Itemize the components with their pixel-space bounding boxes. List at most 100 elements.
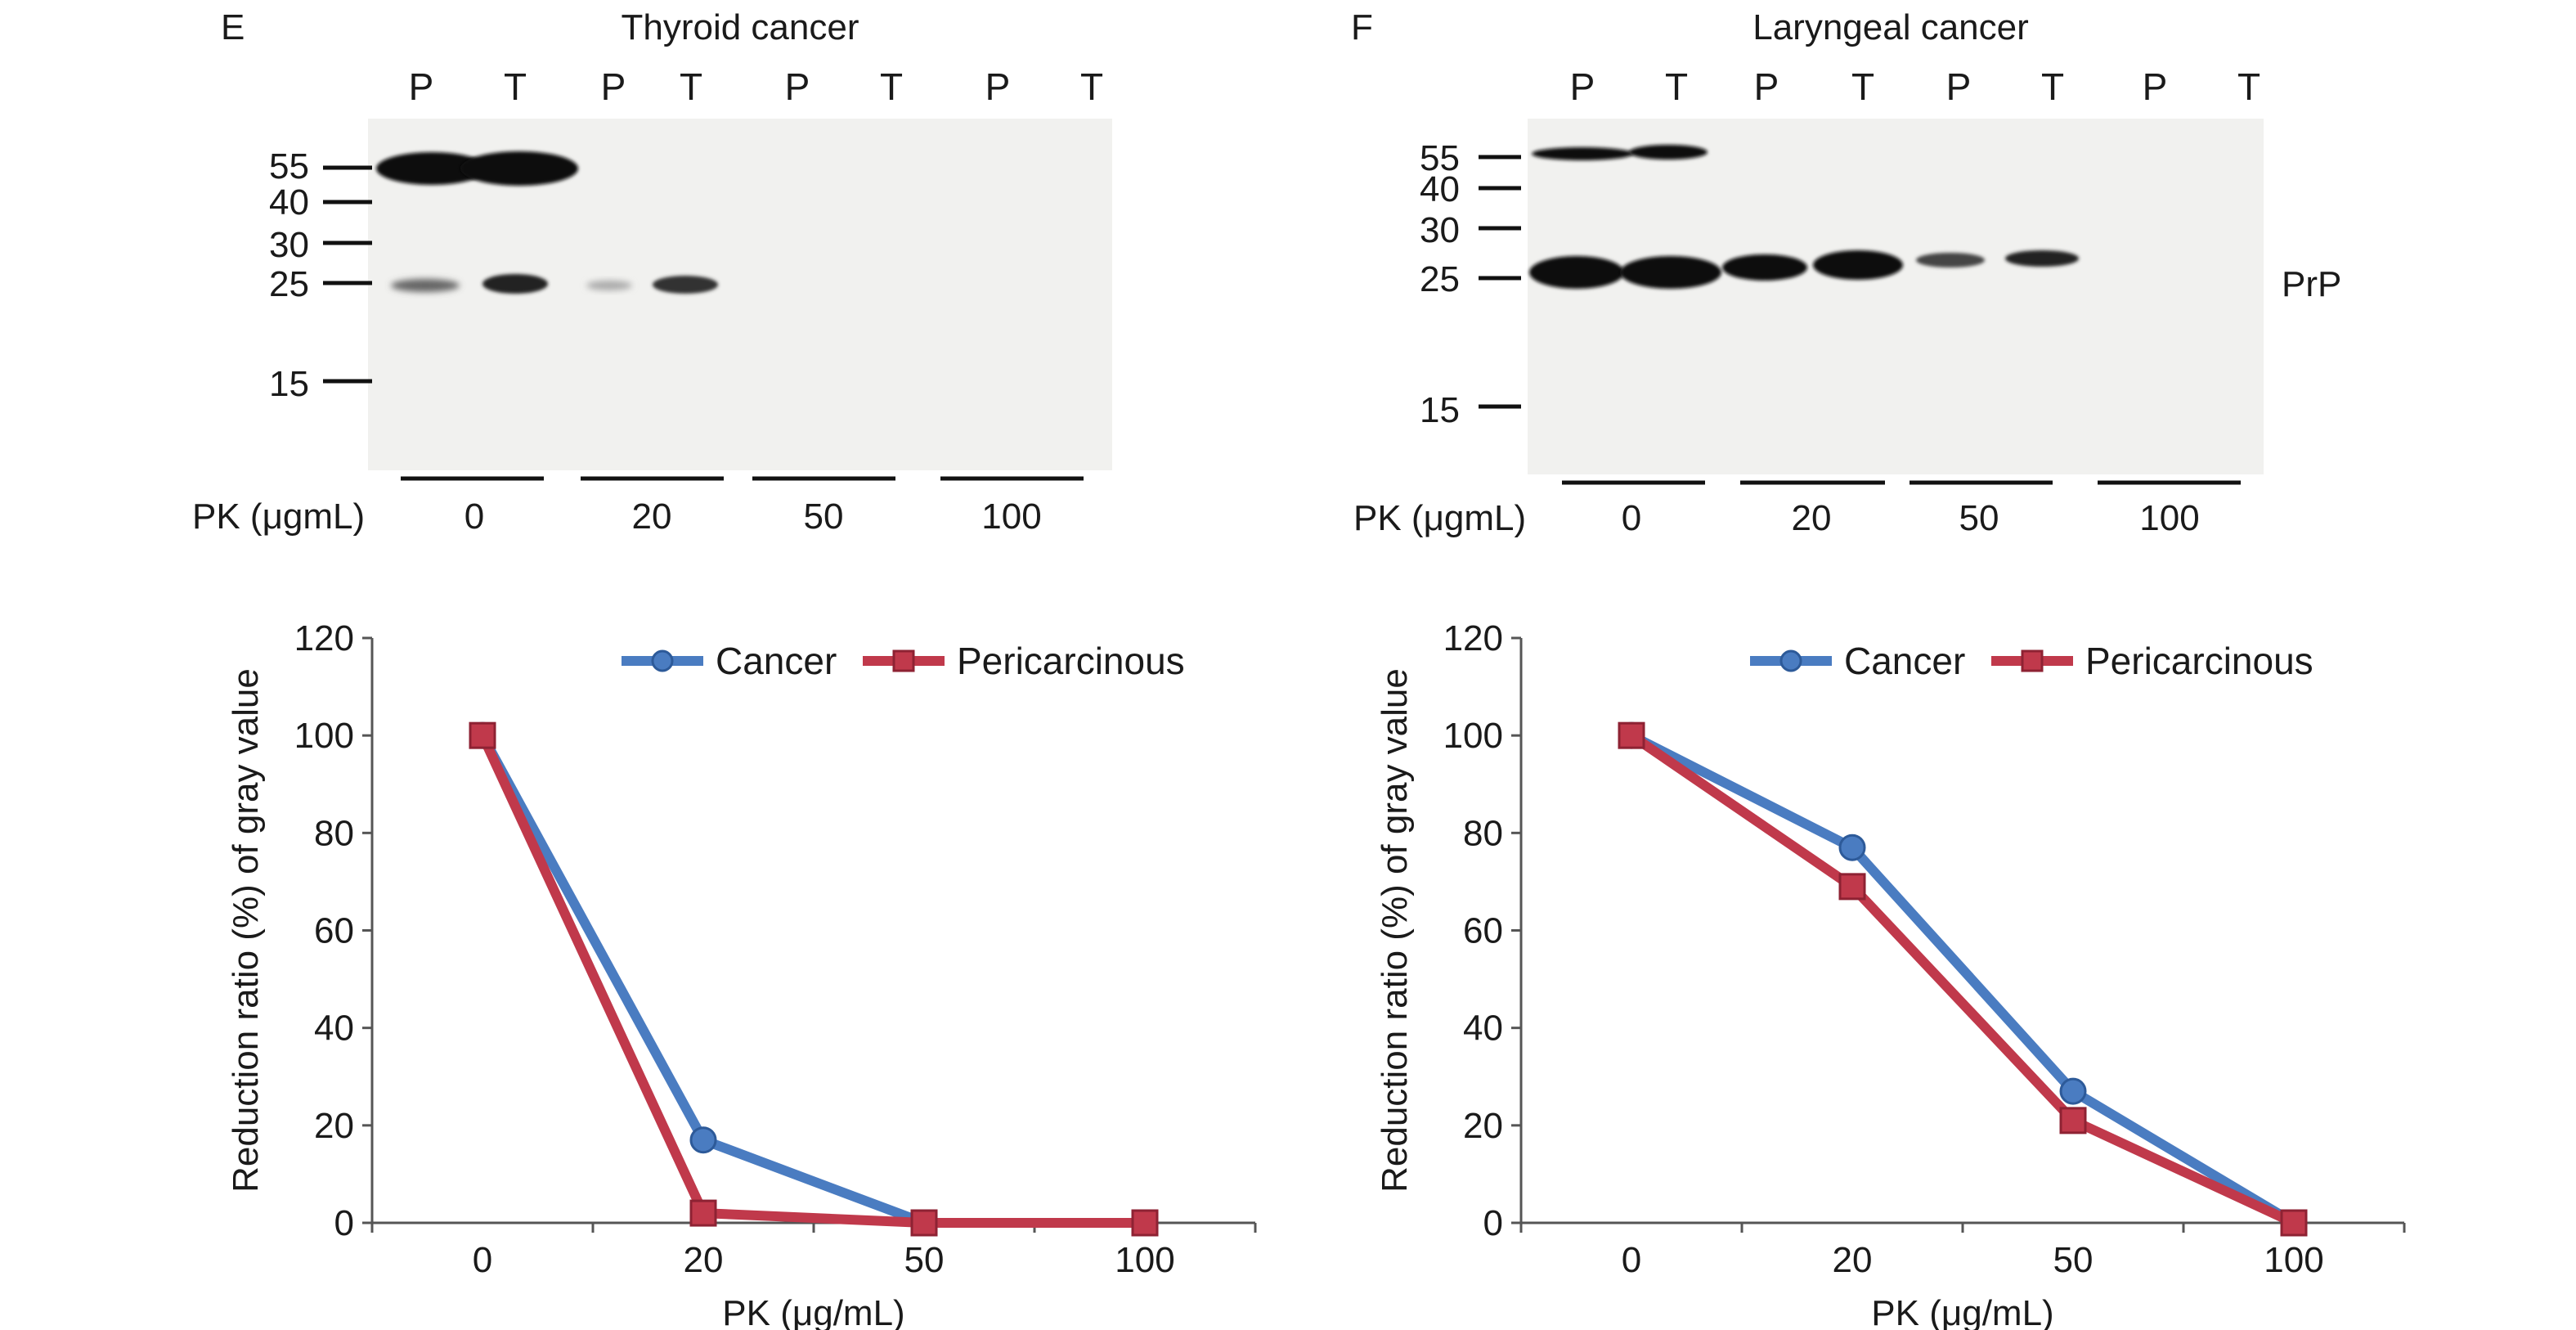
legend-label: Cancer xyxy=(1844,640,1965,682)
lane-label: T xyxy=(880,65,903,108)
pk-value: 20 xyxy=(1792,498,1832,538)
band-25-t0 xyxy=(1620,256,1721,289)
band-25-p0 xyxy=(1529,256,1624,289)
lane-label: T xyxy=(1080,65,1103,108)
data-point-pericarcinous xyxy=(2280,1209,2308,1237)
panel-f-title: Laryngeal cancer xyxy=(1752,7,2029,47)
lane-label: P xyxy=(1946,65,1972,108)
x-tick-label: 100 xyxy=(1115,1240,1174,1280)
y-tick-label: 60 xyxy=(1463,911,1503,951)
data-point-pericarcinous xyxy=(1838,873,1866,901)
panel-f-letter: F xyxy=(1351,7,1373,47)
band-55-t0 xyxy=(1629,145,1708,160)
x-tick-label: 0 xyxy=(1622,1240,1641,1280)
panel-e-letter: E xyxy=(221,7,245,47)
y-tick-label: 0 xyxy=(334,1203,354,1243)
x-tick-label: 50 xyxy=(904,1240,945,1280)
lane-label: P xyxy=(1570,65,1595,108)
lane-label: P xyxy=(785,65,810,108)
data-point-cancer xyxy=(1838,833,1866,861)
band-25-p20 xyxy=(586,281,632,290)
band-25-t20 xyxy=(653,276,718,294)
panel-f-blot: F Laryngeal cancer P T P T P T P T 55 40… xyxy=(1351,7,2341,538)
x-axis-title: PK (μg/mL) xyxy=(1871,1293,2053,1330)
band-55-t0 xyxy=(460,151,578,186)
chart-e: 0 20 40 60 80 100 120 0 20 50 100 PK (μg/mL) Reducti… xyxy=(226,618,1257,1330)
band-25-t0 xyxy=(482,274,548,294)
data-point-pericarcinous xyxy=(910,1209,938,1237)
x-tick-label: 50 xyxy=(2053,1240,2094,1280)
y-tick-label: 20 xyxy=(1463,1106,1503,1146)
band-25-p20 xyxy=(1722,254,1807,281)
series-line-cancer xyxy=(478,733,1145,1228)
pk-value: 0 xyxy=(464,497,484,537)
y-tick-label: 100 xyxy=(1443,716,1503,756)
y-axis-title: Reduction ratio (%) of gray value xyxy=(1375,668,1415,1193)
blot-bands xyxy=(376,151,718,294)
data-point-pericarcinous xyxy=(2059,1107,2087,1135)
prp-band-label: PrP xyxy=(2282,264,2341,304)
legend-marker-pericarcinous xyxy=(892,649,915,672)
data-point-pericarcinous xyxy=(689,1199,717,1227)
pk-value: 50 xyxy=(804,497,844,537)
data-point-pericarcinous xyxy=(1131,1209,1159,1237)
pk-label: PK (μgmL) xyxy=(1353,498,1526,538)
x-tick-label: 20 xyxy=(684,1240,724,1280)
x-tick-label: 20 xyxy=(1833,1240,1873,1280)
y-tick-label: 80 xyxy=(314,813,354,853)
y-tick-label: 120 xyxy=(1443,618,1503,658)
data-point-pericarcinous xyxy=(469,721,496,749)
mw-marker-label: 15 xyxy=(269,364,309,404)
mw-marker-label: 30 xyxy=(269,225,309,265)
y-tick-label: 20 xyxy=(314,1106,354,1146)
mw-marker-label: 40 xyxy=(269,182,309,222)
band-25-p50 xyxy=(1916,253,1985,267)
data-point-pericarcinous xyxy=(1618,721,1645,749)
chart-f: 0 20 40 60 80 100 120 0 20 50 100 PK (μg/mL) Reducti… xyxy=(1375,618,2406,1330)
band-55-p0 xyxy=(1532,147,1633,160)
pk-value: 0 xyxy=(1622,498,1641,538)
y-tick-label: 40 xyxy=(1463,1009,1503,1049)
pk-value: 50 xyxy=(1959,498,1999,538)
lane-label: T xyxy=(2237,65,2260,108)
lane-label: P xyxy=(985,65,1011,108)
data-point-cancer xyxy=(2059,1077,2087,1105)
y-tick-label: 0 xyxy=(1483,1203,1503,1243)
mw-marker-ticks xyxy=(1479,155,1521,409)
y-tick-label: 100 xyxy=(294,716,354,756)
band-25-t20 xyxy=(1813,250,1903,280)
pk-value: 100 xyxy=(2139,498,2199,538)
series-line-pericarcinous xyxy=(478,733,1145,1228)
lane-label: P xyxy=(601,65,626,108)
pk-value: 20 xyxy=(632,497,672,537)
x-tick-label: 0 xyxy=(473,1240,492,1280)
mw-marker-label: 55 xyxy=(269,146,309,186)
x-axis-title: PK (μg/mL) xyxy=(722,1293,904,1330)
legend-marker-cancer xyxy=(1779,649,1802,672)
blot-membrane xyxy=(1528,119,2264,474)
data-point-cancer xyxy=(689,1126,717,1154)
mw-marker-ticks xyxy=(323,165,372,384)
lane-label: T xyxy=(2041,65,2064,108)
y-tick-label: 60 xyxy=(314,911,354,951)
y-tick-label: 80 xyxy=(1463,813,1503,853)
lane-label: P xyxy=(409,65,434,108)
band-25-t50 xyxy=(2005,250,2079,267)
mw-marker-label: 55 xyxy=(1420,138,1460,178)
blot-bands xyxy=(1529,145,2079,289)
pk-value: 100 xyxy=(981,497,1041,537)
mw-marker-label: 15 xyxy=(1420,390,1460,430)
legend-label: Cancer xyxy=(716,640,837,682)
y-tick-label: 120 xyxy=(294,618,354,658)
band-25-p0 xyxy=(391,279,460,292)
lane-label: P xyxy=(2143,65,2168,108)
band-55-p0 xyxy=(376,152,487,185)
series-line-pericarcinous xyxy=(1628,731,2296,1228)
lane-label: T xyxy=(1665,65,1688,108)
legend-label: Pericarcinous xyxy=(2085,640,2313,682)
pk-label: PK (μgmL) xyxy=(192,497,365,537)
legend-marker-cancer xyxy=(651,649,674,672)
series-line-cancer xyxy=(1629,730,2297,1228)
mw-marker-label: 30 xyxy=(1420,210,1460,250)
y-tick-label: 40 xyxy=(314,1009,354,1049)
